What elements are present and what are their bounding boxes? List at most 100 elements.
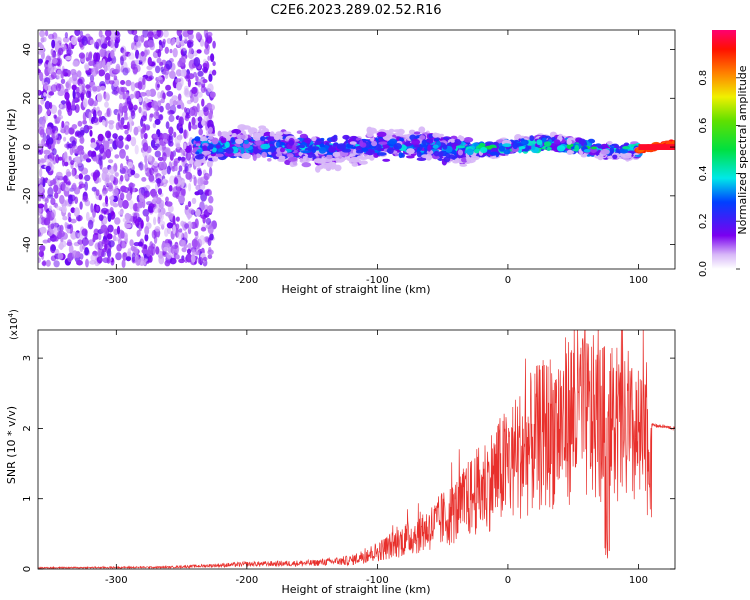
spectrogram-cell — [104, 243, 108, 250]
spectrogram-cell — [230, 137, 235, 144]
spectrogram-cell — [152, 206, 160, 214]
spectrogram-cell — [181, 179, 185, 188]
spectrogram-cell — [48, 205, 53, 212]
spectrogram-cell — [38, 250, 44, 258]
spectrogram-cell — [192, 86, 199, 97]
spectrogram-cell — [192, 94, 199, 104]
spectrogram-cell — [122, 105, 128, 113]
spectrogram-cell — [86, 71, 91, 77]
spectrogram-cell — [184, 90, 192, 98]
spectrogram-cell — [133, 34, 139, 43]
spectrogram-cell — [543, 141, 552, 147]
spectrogram-cell — [159, 105, 164, 113]
spectrogram-cell — [320, 157, 326, 164]
spectrogram-cell — [169, 48, 173, 54]
spectrogram-cell — [280, 147, 285, 153]
spectrogram-cell — [419, 135, 426, 140]
spectrogram-cell — [90, 137, 96, 144]
spectrogram-cell — [196, 49, 202, 54]
spectrogram-cell — [181, 247, 187, 253]
spectrogram-cell — [335, 157, 341, 163]
spectrogram-cell — [134, 144, 139, 155]
spectrogram-cell — [40, 98, 45, 105]
spectrogram-cell — [260, 143, 271, 150]
spectrogram-cell — [180, 102, 185, 110]
spectrogram-cell — [355, 150, 364, 154]
spectrogram-cell — [38, 89, 40, 96]
spectrogram-cell — [393, 143, 402, 150]
spectrogram-cell — [58, 230, 65, 238]
spectrogram-cell — [72, 60, 79, 67]
spectrogram-cell — [108, 123, 114, 130]
spectrogram-cell — [79, 127, 85, 137]
spectrogram-cell — [116, 225, 121, 235]
spectrogram-cell — [181, 156, 186, 161]
spectrogram-cell — [148, 174, 155, 182]
spectrogram-cell — [208, 112, 213, 120]
spectrogram-cell — [486, 149, 492, 154]
spectrogram-cell — [252, 134, 262, 141]
spectrogram-cell — [127, 30, 135, 35]
spectrogram-cell — [54, 36, 62, 44]
spectrogram-cell — [376, 152, 387, 156]
spectrogram-cell — [70, 36, 78, 46]
spectrogram-cell — [406, 155, 415, 159]
spectrogram-cell — [89, 39, 95, 45]
colorbar-tick-label: 0.2 — [698, 213, 709, 229]
spectrogram-cell — [125, 79, 132, 87]
spectrogram-cell — [81, 237, 89, 246]
spectrogram-cell — [72, 250, 78, 259]
spectrogram-cell — [72, 147, 76, 154]
spectrogram-cell — [77, 120, 83, 127]
spectrogram-cell — [138, 106, 142, 114]
spectrogram-cell — [68, 244, 74, 255]
spectrogram-cell — [71, 168, 75, 177]
spectrogram-cell — [45, 126, 53, 136]
spectrogram-cell — [553, 139, 561, 145]
spectrogram-cell — [197, 109, 205, 117]
spectrogram-cell — [106, 108, 111, 117]
snr-frame — [37, 329, 676, 570]
spectrogram-cell — [137, 81, 143, 90]
spectrogram-cell — [143, 49, 148, 57]
spectrogram-cell — [566, 149, 573, 155]
spectrogram-cell — [51, 52, 57, 59]
spectrogram-cell — [74, 174, 79, 179]
spectrogram-cell — [66, 141, 70, 150]
spectrogram-cell — [85, 90, 91, 99]
spectrogram-cell — [208, 126, 213, 134]
spectrogram-cell — [388, 138, 398, 145]
spectrogram-cell — [597, 145, 604, 149]
spectrogram-cell — [191, 238, 198, 249]
spectrogram-cell — [253, 147, 259, 155]
spectrogram-cell — [311, 147, 317, 154]
spectrogram-cell — [178, 116, 184, 127]
spectrogram-cell — [178, 228, 183, 233]
spectrogram-cell — [378, 141, 388, 145]
spectrogram-cell — [122, 217, 127, 223]
spectrogram-cell — [132, 66, 138, 75]
spectrogram-cell — [225, 147, 234, 154]
spectrogram-carrier-line — [638, 144, 675, 150]
spectrogram-cell — [77, 239, 84, 245]
x-tick-label: 0 — [505, 275, 511, 286]
spectrogram-cell — [92, 172, 98, 182]
spectrogram-cell — [252, 154, 257, 162]
spectrogram-cell — [148, 255, 153, 263]
spectrogram-cell — [144, 162, 148, 172]
spectrogram-cell — [556, 145, 566, 152]
spectrogram-cell — [120, 56, 124, 66]
spectrogram-cell — [135, 256, 141, 266]
spectrogram-cell — [45, 30, 49, 37]
x-tick-label: 100 — [629, 575, 648, 586]
spectrogram-cell — [122, 49, 127, 57]
spectrogram-cell — [184, 223, 190, 229]
spectrogram-cell — [147, 39, 155, 48]
spectrogram-cell — [141, 177, 147, 182]
spectrogram-cell — [104, 101, 109, 108]
spectrogram-cell — [141, 115, 147, 122]
spectrogram-cell — [165, 121, 170, 129]
spectrogram-cell — [502, 143, 512, 148]
spectrogram-cell — [47, 144, 52, 149]
